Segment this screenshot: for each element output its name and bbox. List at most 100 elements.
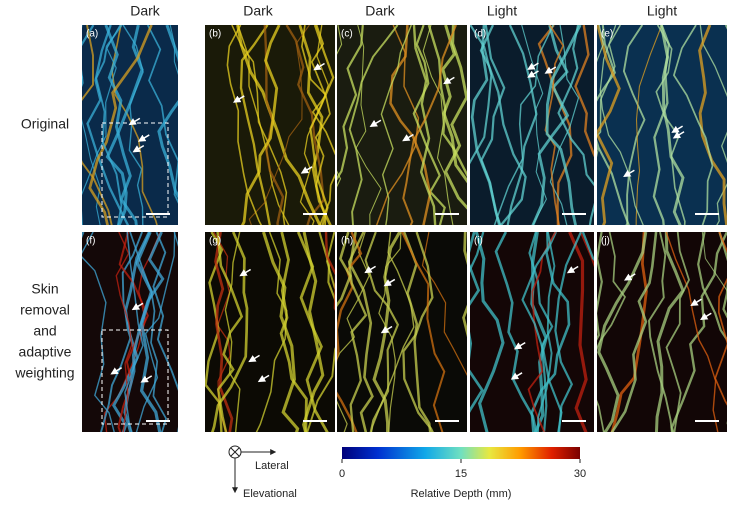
vessel [337,25,364,181]
row-label: and [33,323,56,339]
vessel [122,25,144,225]
vessel [389,25,432,225]
vessel [659,25,685,225]
vessels [226,25,335,225]
arrow [623,169,635,178]
roi-box [101,122,169,218]
vessel [82,25,121,225]
arrow [544,66,557,74]
vessel [239,25,271,225]
vessel [370,232,415,432]
vessel [648,232,673,432]
vessel [527,232,557,432]
vessel [470,25,493,165]
image-background [597,25,727,225]
vessel [112,232,151,432]
vessel [324,232,335,311]
vessel [470,232,485,273]
vessel [665,232,690,432]
vessel [135,232,162,432]
vessel [348,25,399,225]
vessel [255,232,288,432]
row-label: adaptive [19,344,72,360]
colorbar-tick-label: 0 [339,468,345,480]
vessel [479,25,527,225]
column-header: Dark [243,3,274,19]
vessel [214,232,234,432]
arrow [257,374,270,383]
vessels [82,232,178,432]
vessel [378,232,402,432]
colorbar-tick-label: 15 [455,468,467,480]
vessel [701,232,727,292]
vessels [597,25,727,225]
vessel [117,232,149,432]
vessel [597,232,626,432]
out-of-plane-symbol [230,447,240,457]
vessel [82,232,115,432]
vessel [530,232,548,432]
panel-label: (c) [341,29,353,40]
vessel [306,232,335,432]
vessel [169,25,178,75]
vessel [506,25,538,225]
vessel [95,25,123,225]
roi-box [101,329,169,425]
vessel [493,25,554,225]
vessels [597,232,727,432]
axis-glyph: Lateral Elevational [228,445,297,500]
arrow [510,372,523,380]
arrow [623,273,636,281]
vessel [82,25,113,225]
vessel [299,25,329,225]
vessel [279,232,308,432]
panel-label: (g) [209,236,221,247]
vessel [146,25,178,204]
vessel [554,232,582,432]
vessel [82,232,85,239]
vessel [421,232,467,376]
vessel [262,232,300,432]
arrow [131,302,144,311]
arrow [402,133,414,142]
vessel [237,25,290,225]
arrow [369,119,382,127]
vessel [699,25,727,225]
vessel [296,232,329,432]
arrow [527,70,539,78]
vessel [337,232,363,432]
column-header: Light [487,3,517,19]
vessel [240,25,281,225]
vessel [173,232,178,247]
vessel [104,25,138,225]
vessel [86,25,130,225]
panel-label: (b) [209,29,221,40]
vessel [372,232,402,432]
vessel [597,25,630,225]
vessel [224,232,241,432]
arrow [300,166,313,174]
vessel [402,232,432,432]
vessel [530,232,571,432]
arrow [140,375,153,383]
vessel [470,25,501,225]
colorbar: Relative Depth (mm) 0 15 30 [339,447,586,500]
vessel [347,232,368,432]
vessel [622,25,646,225]
vessel [494,232,538,432]
vessel [521,232,563,432]
vessel [301,25,331,225]
vessel [474,232,505,432]
vessel [226,25,263,225]
vessel [665,232,719,432]
vessel [124,232,144,432]
arrow [690,298,702,306]
arrow [443,76,455,85]
arrow [364,265,376,274]
panel-label: (h) [341,236,353,247]
panel-label: (a) [86,29,98,40]
image-panel: (c) [337,25,467,225]
row-label: weighting [14,365,74,381]
panel-label: (e) [601,29,613,40]
